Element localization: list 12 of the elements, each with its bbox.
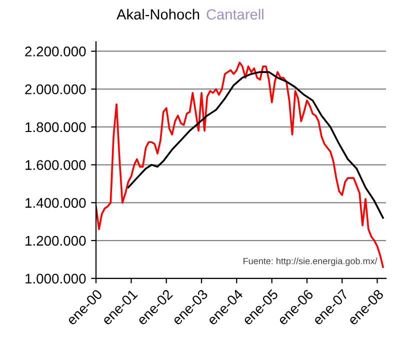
y-tick-label: 1.200.000 <box>26 236 86 246</box>
y-tick-label: 2.200.000 <box>25 46 86 56</box>
line-series <box>127 71 384 219</box>
line-series <box>96 62 384 268</box>
chart-subtitle: Cantarell <box>206 8 264 20</box>
y-tick-label: 1.600.000 <box>26 160 86 170</box>
annotation: Fuente: http://sie.energia.gob.mx/ <box>244 258 378 266</box>
y-tick-label: 1.000.000 <box>26 274 86 284</box>
chart-title: Akal-Nohoch <box>116 8 200 20</box>
y-tick-label: 2.000.000 <box>25 84 86 94</box>
y-tick-label: 1.800.000 <box>26 122 86 132</box>
y-tick-label: 1.400.000 <box>26 198 86 208</box>
